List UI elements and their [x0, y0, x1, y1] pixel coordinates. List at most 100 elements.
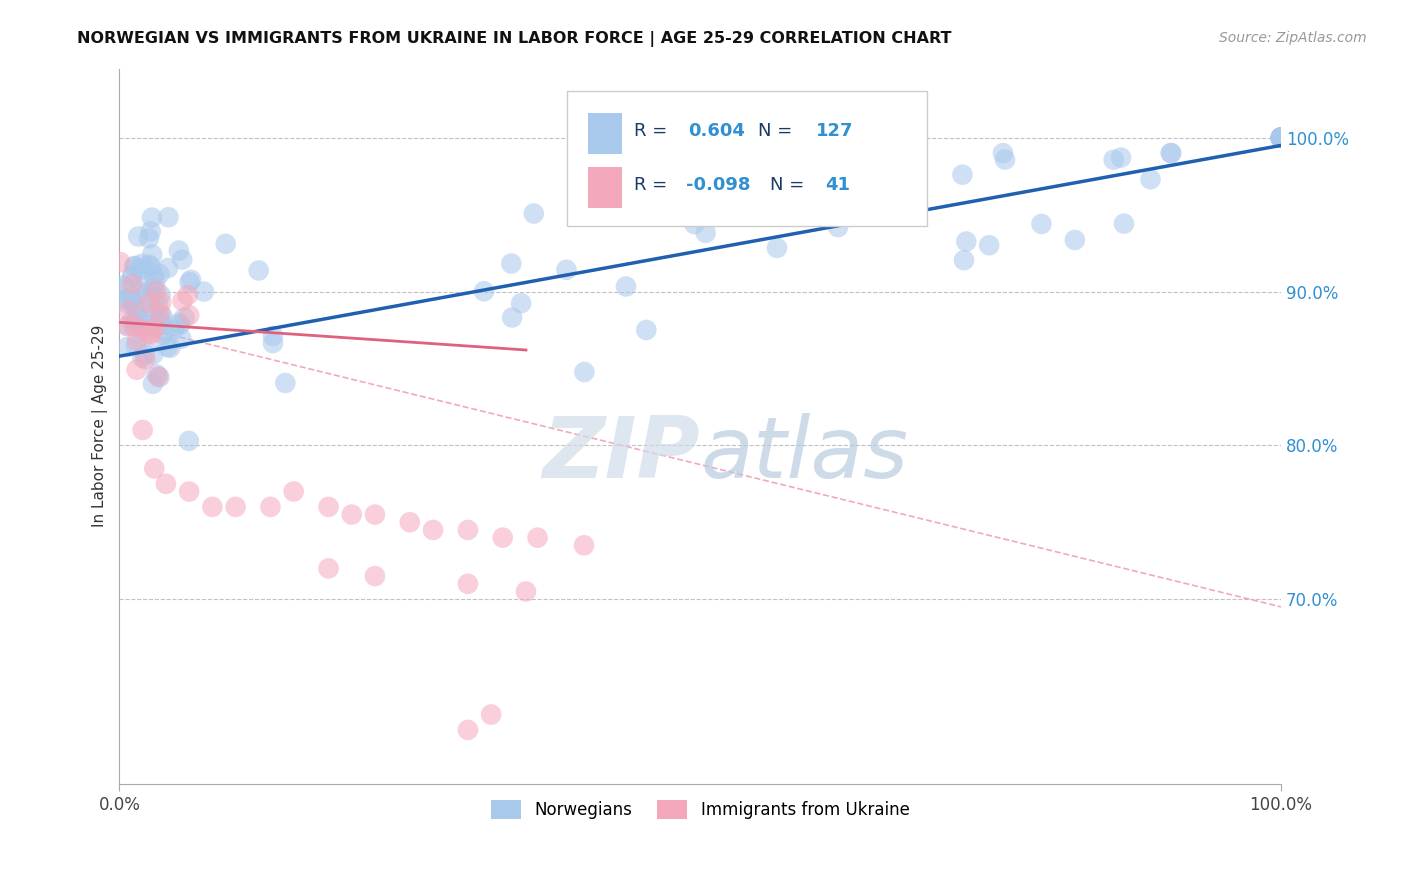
Point	[117, 296, 139, 310]
Point	[121, 314, 143, 328]
Point	[340, 508, 363, 522]
Point	[695, 226, 717, 240]
Point	[1270, 130, 1292, 145]
Point	[148, 315, 170, 329]
Point	[1270, 130, 1292, 145]
Text: R =: R =	[634, 122, 673, 140]
Point	[574, 365, 596, 379]
Point	[262, 329, 284, 343]
Text: 41: 41	[825, 176, 851, 194]
Point	[125, 334, 148, 348]
Point	[1270, 130, 1292, 145]
Point	[124, 338, 146, 352]
Text: atlas: atlas	[700, 413, 908, 496]
Point	[262, 336, 284, 351]
Point	[179, 308, 201, 322]
Point	[131, 423, 153, 437]
Point	[132, 322, 155, 336]
Point	[114, 280, 136, 294]
Point	[1270, 130, 1292, 145]
Point	[134, 287, 156, 301]
Text: -0.098: -0.098	[686, 176, 751, 194]
Point	[318, 500, 340, 514]
Point	[138, 231, 160, 245]
Point	[148, 370, 170, 384]
Point	[157, 211, 180, 225]
Point	[1270, 130, 1292, 145]
Point	[479, 707, 502, 722]
Point	[120, 293, 142, 307]
Point	[122, 260, 145, 274]
Point	[167, 316, 190, 330]
Point	[398, 515, 420, 529]
Point	[155, 476, 177, 491]
Point	[121, 294, 143, 309]
Point	[121, 268, 143, 283]
Point	[139, 224, 162, 238]
Point	[129, 262, 152, 277]
Point	[141, 211, 163, 225]
Point	[172, 293, 194, 308]
Point	[364, 508, 387, 522]
Point	[117, 303, 139, 318]
Point	[193, 285, 215, 299]
Point	[177, 288, 200, 302]
Point	[131, 285, 153, 299]
Point	[1102, 153, 1125, 167]
Point	[318, 561, 340, 575]
Point	[148, 298, 170, 312]
Text: NORWEGIAN VS IMMIGRANTS FROM UKRAINE IN LABOR FORCE | AGE 25-29 CORRELATION CHAR: NORWEGIAN VS IMMIGRANTS FROM UKRAINE IN …	[77, 31, 952, 47]
Point	[127, 310, 149, 325]
Point	[952, 168, 974, 182]
Point	[457, 523, 479, 537]
Point	[555, 262, 578, 277]
Point	[501, 310, 523, 325]
Text: 0.604: 0.604	[689, 122, 745, 140]
Point	[145, 284, 167, 298]
Point	[143, 320, 166, 334]
Point	[1031, 217, 1053, 231]
Point	[979, 238, 1001, 252]
Point	[139, 327, 162, 342]
Point	[869, 188, 891, 202]
Point	[283, 484, 305, 499]
Point	[131, 351, 153, 365]
Point	[501, 256, 523, 270]
Point	[173, 310, 195, 325]
Point	[955, 235, 977, 249]
Point	[1270, 130, 1292, 145]
Point	[167, 244, 190, 258]
Point	[510, 296, 533, 310]
Point	[152, 324, 174, 338]
Point	[170, 332, 193, 346]
Y-axis label: In Labor Force | Age 25-29: In Labor Force | Age 25-29	[93, 325, 108, 527]
Point	[247, 263, 270, 277]
Bar	[588, 113, 623, 154]
Point	[636, 323, 658, 337]
Point	[110, 255, 132, 269]
Point	[120, 289, 142, 303]
Point	[150, 295, 173, 310]
Point	[112, 278, 135, 293]
Point	[472, 285, 495, 299]
Point	[953, 253, 976, 268]
Point	[131, 277, 153, 291]
Point	[766, 241, 789, 255]
Point	[117, 318, 139, 333]
Point	[614, 279, 637, 293]
Point	[159, 341, 181, 355]
Point	[1270, 130, 1292, 145]
Point	[169, 318, 191, 332]
Point	[1270, 130, 1292, 145]
Point	[1270, 130, 1292, 145]
Point	[1270, 130, 1292, 145]
Point	[142, 347, 165, 361]
Text: N =: N =	[758, 122, 793, 140]
Point	[142, 268, 165, 282]
Point	[1270, 130, 1292, 145]
Point	[149, 306, 172, 320]
Point	[124, 259, 146, 273]
Point	[152, 327, 174, 342]
Point	[1270, 130, 1292, 145]
Point	[994, 153, 1017, 167]
